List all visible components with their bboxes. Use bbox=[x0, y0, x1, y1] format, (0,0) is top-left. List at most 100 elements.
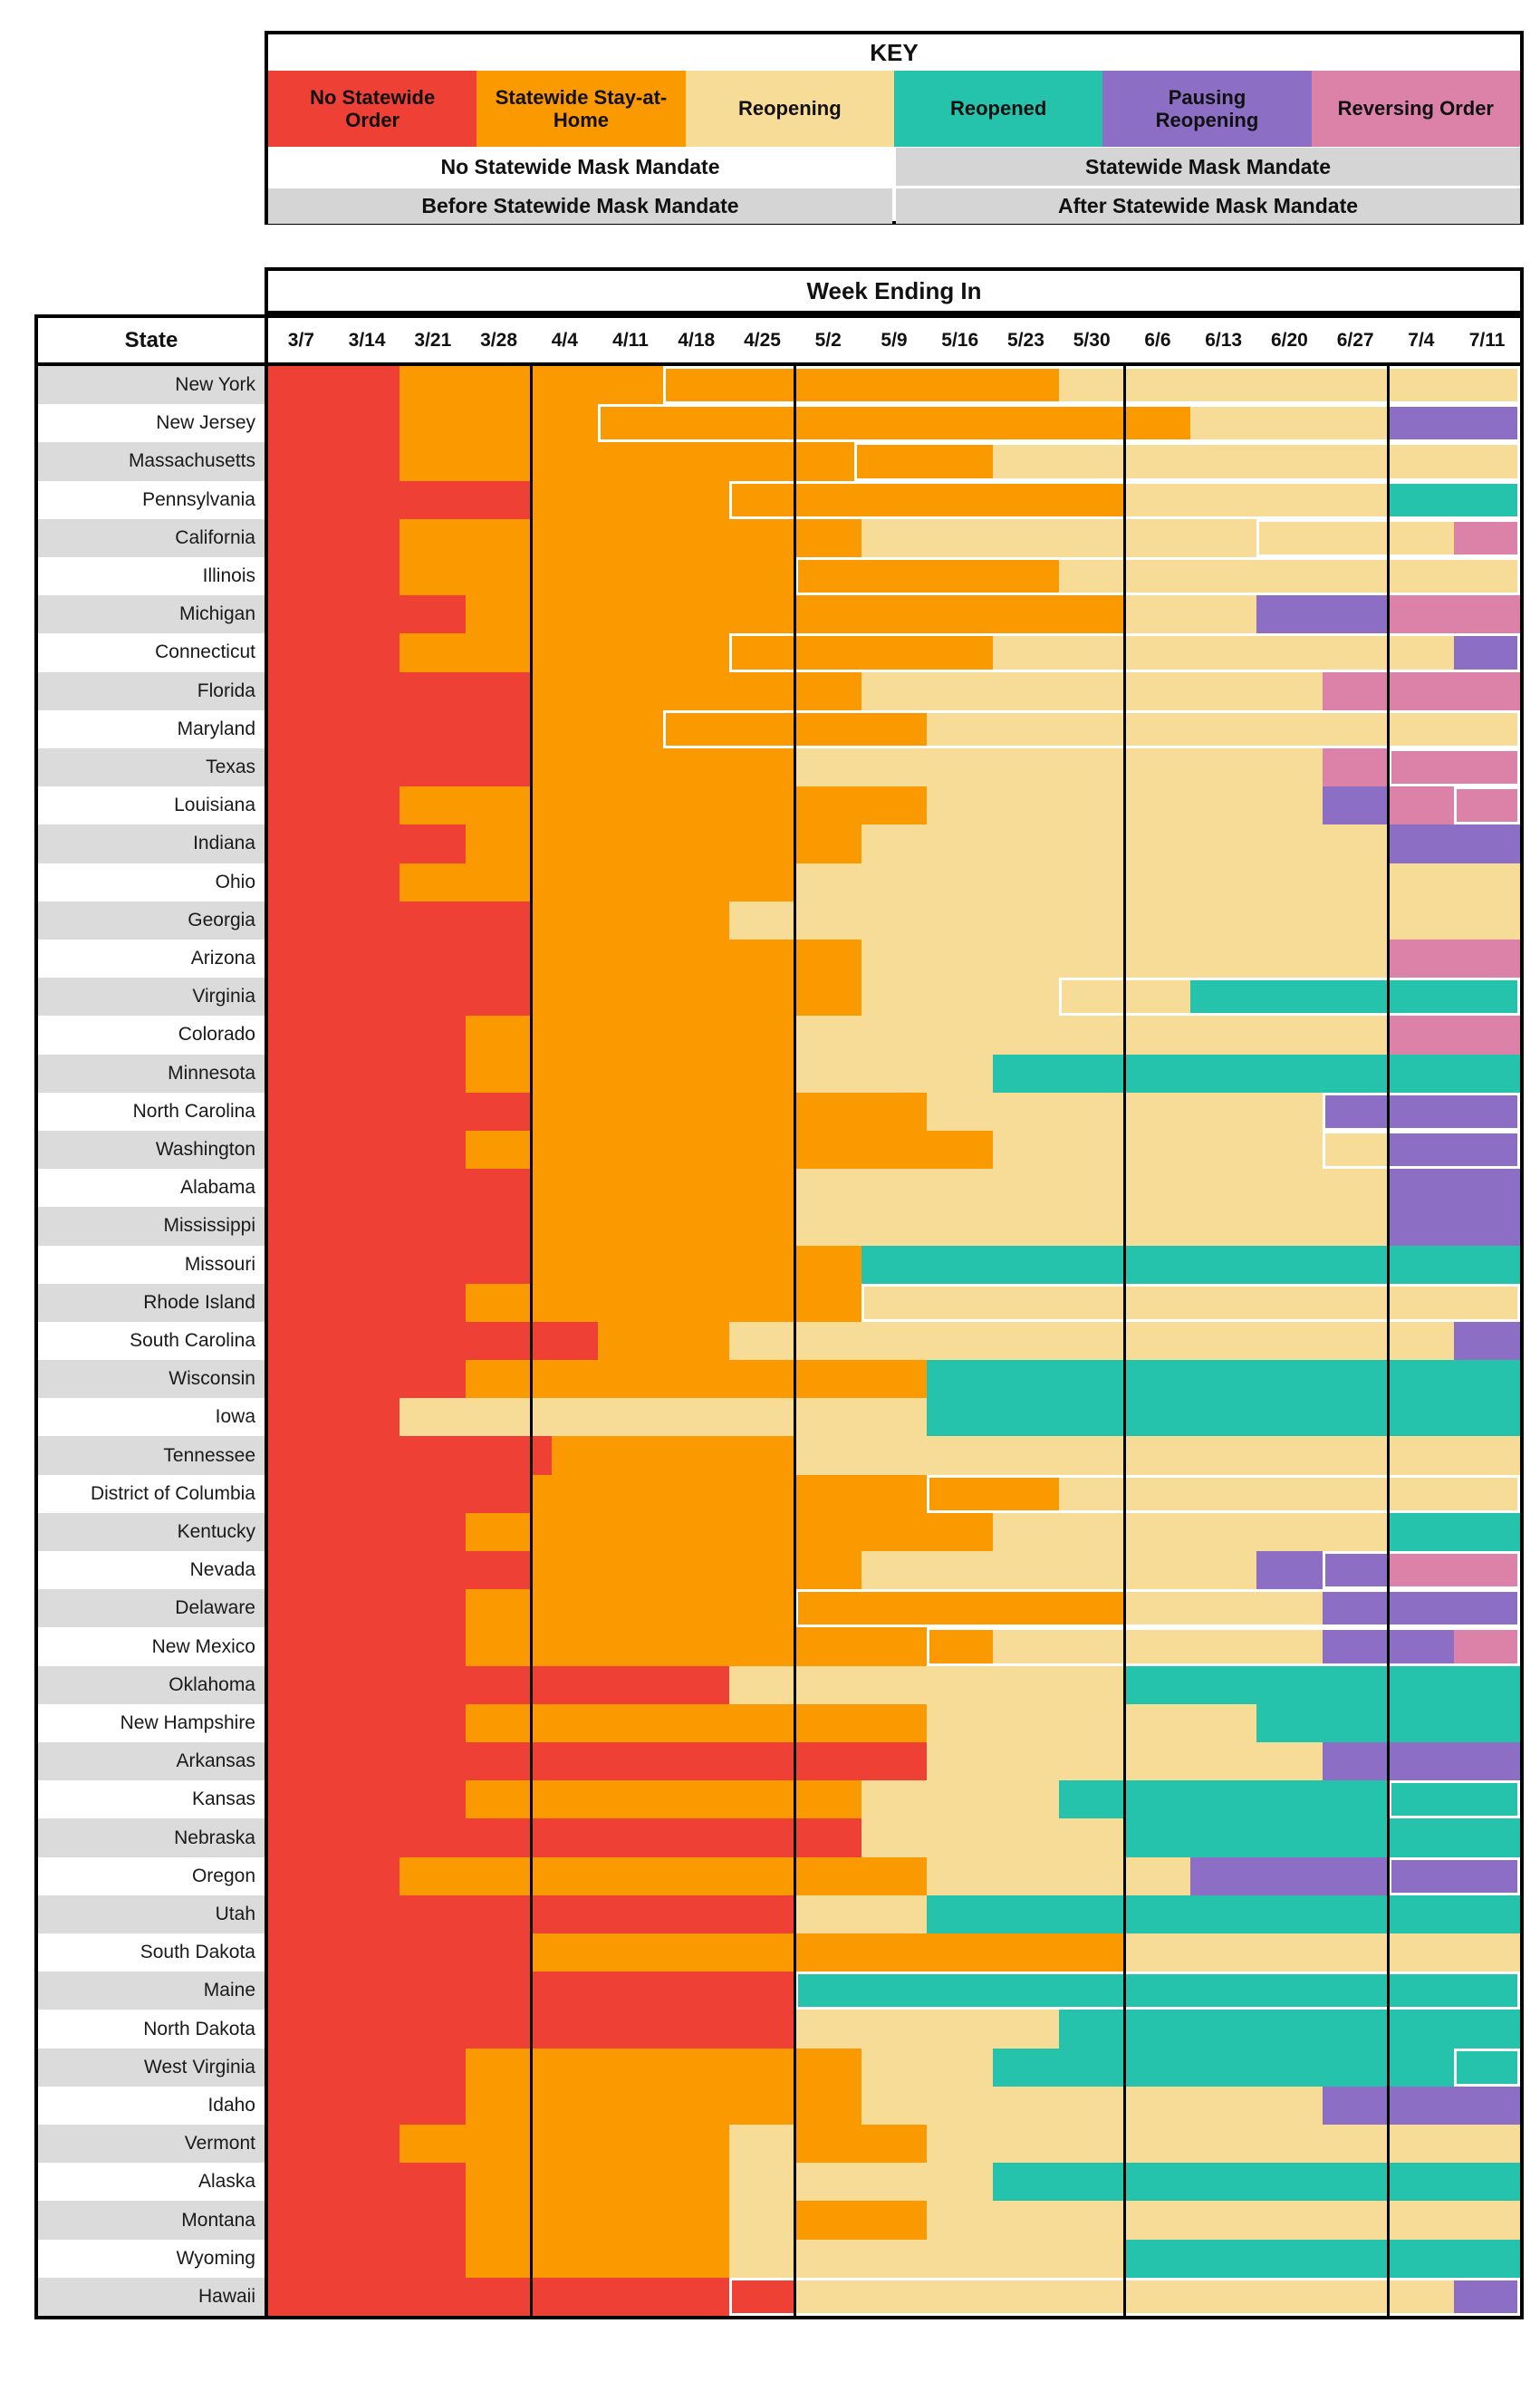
timeline-segment-stay_home bbox=[531, 978, 861, 1017]
timeline-segment-stay_home bbox=[399, 1856, 928, 1895]
table-row: New Hampshire bbox=[38, 1703, 1520, 1743]
table-row: Alaska bbox=[38, 2163, 1520, 2202]
timeline-segment-no_order bbox=[268, 1207, 532, 1246]
timeline-segment-reopening bbox=[861, 978, 1191, 1017]
state-timeline bbox=[268, 1551, 1520, 1590]
timeline-segment-reopening bbox=[794, 1207, 1389, 1246]
timeline-segment-reopening bbox=[861, 1551, 1257, 1590]
state-label: Hawaii bbox=[38, 2277, 265, 2316]
timeline-segment-reopening bbox=[399, 1398, 928, 1437]
state-label: Indiana bbox=[38, 824, 265, 863]
state-timeline bbox=[268, 1321, 1520, 1361]
state-label: North Dakota bbox=[38, 2010, 265, 2049]
state-label: Illinois bbox=[38, 556, 265, 596]
timeline-segment-no_order bbox=[268, 480, 532, 519]
state-timeline bbox=[268, 1665, 1520, 1704]
table-row: Florida bbox=[38, 671, 1520, 710]
state-label: Missouri bbox=[38, 1245, 265, 1284]
timeline-segment-stay_home bbox=[531, 1551, 861, 1590]
state-label: Minnesota bbox=[38, 1054, 265, 1093]
state-label: Texas bbox=[38, 747, 265, 787]
timeline-segment-reopened bbox=[1124, 2239, 1520, 2278]
key-mask-mandate: Statewide Mask Mandate bbox=[896, 148, 1520, 186]
timeline-segment-no_order bbox=[268, 1856, 400, 1895]
key-swatches: No Statewide Order Statewide Stay-at-Home… bbox=[268, 71, 1520, 147]
state-timeline bbox=[268, 1703, 1520, 1743]
state-timeline bbox=[268, 939, 1520, 979]
state-timeline bbox=[268, 1016, 1520, 1055]
state-label: Georgia bbox=[38, 901, 265, 940]
table-row: Michigan bbox=[38, 595, 1520, 634]
table-row: Illinois bbox=[38, 556, 1520, 596]
state-timeline bbox=[268, 1933, 1520, 1972]
state-label: Louisiana bbox=[38, 786, 265, 825]
mask-mandate-outline bbox=[597, 404, 1520, 443]
key-swatch-pausing: Pausing Reopening bbox=[1102, 71, 1312, 147]
timeline-segment-no_order bbox=[268, 1321, 598, 1361]
timeline-segment-reopening bbox=[1058, 556, 1520, 596]
timeline-segment-no_order bbox=[268, 2048, 467, 2087]
week-label-7-4: 7/4 bbox=[1408, 329, 1435, 351]
mask-mandate-outline bbox=[1388, 1780, 1520, 1819]
table-row: South Dakota bbox=[38, 1933, 1520, 1972]
state-timeline bbox=[268, 1207, 1520, 1246]
table-row: Arkansas bbox=[38, 1742, 1520, 1781]
state-timeline bbox=[268, 1627, 1520, 1666]
timeline-segment-stay_home bbox=[531, 709, 928, 748]
timeline-segment-reopening bbox=[794, 747, 1323, 787]
timeline-segment-pausing bbox=[1454, 633, 1520, 672]
state-timeline bbox=[268, 978, 1520, 1017]
state-timeline bbox=[268, 786, 1520, 825]
mask-mandate-outline bbox=[1454, 786, 1520, 825]
state-timeline bbox=[268, 1245, 1520, 1284]
timeline-segment-stay_home bbox=[399, 366, 1059, 405]
timeline-segment-reopened bbox=[794, 1972, 1520, 2010]
state-label: Nebraska bbox=[38, 1818, 265, 1857]
timeline-segment-no_order bbox=[268, 1092, 532, 1131]
state-timeline bbox=[268, 1092, 1520, 1131]
table-row: Maine bbox=[38, 1972, 1520, 2010]
timeline-segment-reopening bbox=[1058, 1474, 1520, 1513]
week-label-3-14: 3/14 bbox=[348, 329, 386, 351]
state-label: West Virginia bbox=[38, 2048, 265, 2087]
week-label-6-13: 6/13 bbox=[1205, 329, 1243, 351]
timeline-segment-reopening bbox=[794, 1894, 928, 1934]
state-timeline bbox=[268, 2163, 1520, 2202]
table-row: Ohio bbox=[38, 863, 1520, 901]
key-swatch-reopened: Reopened bbox=[893, 71, 1103, 147]
table-row: Colorado bbox=[38, 1016, 1520, 1055]
timeline-segment-stay_home bbox=[551, 1436, 795, 1475]
timeline-segment-stay_home bbox=[531, 671, 861, 710]
mask-mandate-outline bbox=[1322, 1551, 1520, 1590]
timeline-segment-stay_home bbox=[531, 1169, 795, 1208]
month-gridline bbox=[794, 366, 797, 2316]
timeline-segment-stay_home bbox=[466, 1016, 795, 1055]
month-gridline bbox=[530, 366, 534, 2316]
state-timeline bbox=[268, 1436, 1520, 1475]
timeline-segment-no_order bbox=[268, 1551, 532, 1590]
state-label: Mississippi bbox=[38, 1207, 265, 1246]
timeline-segment-reopening bbox=[993, 1512, 1389, 1552]
week-label-4-11: 4/11 bbox=[612, 329, 649, 351]
state-label: Utah bbox=[38, 1894, 265, 1934]
table-row: California bbox=[38, 518, 1520, 557]
timeline-segment-reopening bbox=[794, 1054, 994, 1093]
table-row: Washington bbox=[38, 1130, 1520, 1170]
mask-mandate-outline bbox=[794, 1589, 1520, 1628]
timeline-segment-pausing bbox=[1322, 1589, 1520, 1628]
timeline-segment-stay_home bbox=[466, 2163, 730, 2202]
state-label: Alabama bbox=[38, 1169, 265, 1208]
timeline-segment-pausing bbox=[1256, 595, 1389, 634]
state-timeline bbox=[268, 556, 1520, 596]
table-row: Nevada bbox=[38, 1551, 1520, 1590]
timeline-segment-stay_home bbox=[531, 901, 730, 940]
mask-mandate-outline bbox=[794, 556, 1520, 596]
state-label: Virginia bbox=[38, 978, 265, 1017]
mask-mandate-outline bbox=[1388, 1856, 1520, 1895]
timeline-segment-reopening bbox=[927, 1703, 1257, 1743]
state-rows: New York New Jersey Massachusetts Pennsylva… bbox=[38, 366, 1520, 2316]
timeline-segment-no_order bbox=[268, 1283, 467, 1322]
state-timeline bbox=[268, 1894, 1520, 1934]
timeline-segment-reopening bbox=[861, 1283, 1520, 1322]
state-label: Tennessee bbox=[38, 1436, 265, 1475]
